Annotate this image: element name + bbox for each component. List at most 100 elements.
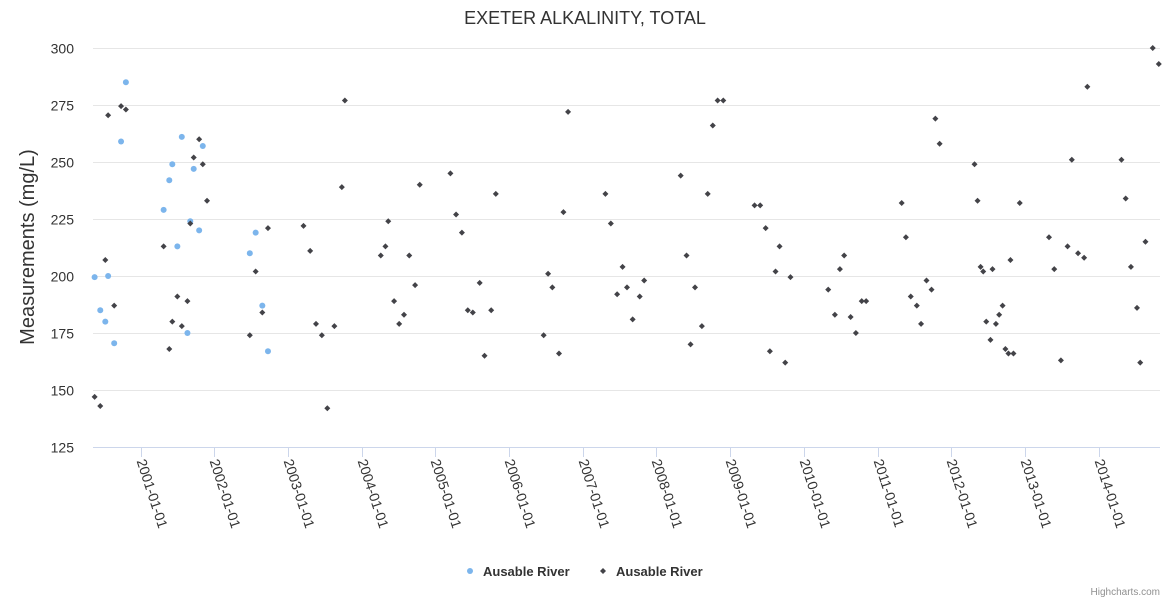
data-point-diamond[interactable] [751, 202, 758, 209]
data-point-diamond[interactable] [841, 252, 848, 259]
data-point-diamond[interactable] [858, 298, 865, 305]
data-point-diamond[interactable] [928, 286, 935, 293]
data-point-diamond[interactable] [825, 286, 832, 293]
data-point-diamond[interactable] [918, 320, 925, 327]
data-point-diamond[interactable] [902, 234, 909, 241]
data-point-diamond[interactable] [481, 352, 488, 359]
data-point-diamond[interactable] [847, 314, 854, 321]
data-point-diamond[interactable] [555, 350, 562, 357]
data-point-diamond[interactable] [396, 320, 403, 327]
legend-item-1[interactable]: Ausable River [467, 564, 570, 579]
credits-link[interactable]: Highcharts.com [1091, 587, 1160, 598]
data-point-diamond[interactable] [636, 293, 643, 300]
data-point-diamond[interactable] [476, 279, 483, 286]
data-point-circle[interactable] [91, 274, 98, 281]
data-point-diamond[interactable] [324, 405, 331, 412]
data-point-diamond[interactable] [331, 323, 338, 330]
data-point-diamond[interactable] [406, 252, 413, 259]
data-point-diamond[interactable] [1064, 243, 1071, 250]
data-point-diamond[interactable] [1007, 257, 1014, 264]
data-point-diamond[interactable] [776, 243, 783, 250]
data-point-diamond[interactable] [996, 311, 1003, 318]
data-point-diamond[interactable] [385, 218, 392, 225]
data-point-diamond[interactable] [692, 284, 699, 291]
data-point-circle[interactable] [102, 318, 109, 325]
data-point-diamond[interactable] [1149, 45, 1156, 51]
data-point-diamond[interactable] [174, 293, 181, 300]
data-point-diamond[interactable] [122, 106, 129, 113]
data-point-diamond[interactable] [757, 202, 764, 209]
data-point-diamond[interactable] [787, 274, 794, 281]
data-point-diamond[interactable] [1051, 266, 1058, 273]
data-point-diamond[interactable] [560, 209, 567, 216]
data-point-diamond[interactable] [469, 309, 476, 316]
data-point-circle[interactable] [105, 273, 112, 279]
data-point-circle[interactable] [196, 227, 203, 234]
data-point-diamond[interactable] [187, 220, 194, 227]
data-point-circle[interactable] [199, 143, 206, 150]
data-point-diamond[interactable] [641, 277, 648, 284]
data-point-diamond[interactable] [184, 298, 191, 305]
data-point-diamond[interactable] [989, 266, 996, 273]
data-point-diamond[interactable] [313, 320, 320, 327]
data-point-diamond[interactable] [687, 341, 694, 348]
data-point-diamond[interactable] [1127, 263, 1134, 270]
data-point-diamond[interactable] [178, 323, 185, 330]
data-point-diamond[interactable] [391, 298, 398, 305]
data-point-diamond[interactable] [1005, 350, 1012, 357]
data-point-diamond[interactable] [766, 348, 773, 355]
data-point-diamond[interactable] [831, 311, 838, 318]
data-point-diamond[interactable] [91, 393, 98, 400]
data-point-diamond[interactable] [307, 247, 314, 254]
data-point-diamond[interactable] [540, 332, 547, 339]
data-point-diamond[interactable] [987, 336, 994, 343]
data-point-diamond[interactable] [1084, 83, 1091, 90]
data-point-diamond[interactable] [1155, 60, 1162, 67]
data-point-diamond[interactable] [318, 332, 325, 339]
data-point-diamond[interactable] [836, 266, 843, 273]
data-point-diamond[interactable] [1137, 359, 1144, 366]
data-point-diamond[interactable] [252, 268, 259, 275]
data-point-diamond[interactable] [772, 268, 779, 275]
data-point-diamond[interactable] [602, 190, 609, 197]
data-point-diamond[interactable] [913, 302, 920, 309]
data-point-diamond[interactable] [782, 359, 789, 366]
data-point-circle[interactable] [166, 177, 173, 184]
data-point-diamond[interactable] [1010, 350, 1017, 357]
data-point-diamond[interactable] [619, 263, 626, 270]
data-point-diamond[interactable] [1118, 156, 1125, 163]
data-point-diamond[interactable] [932, 115, 939, 122]
data-point-diamond[interactable] [400, 311, 407, 318]
data-point-diamond[interactable] [264, 225, 271, 232]
data-point-diamond[interactable] [453, 211, 460, 218]
data-point-diamond[interactable] [971, 161, 978, 168]
data-point-diamond[interactable] [190, 154, 197, 161]
data-point-diamond[interactable] [629, 316, 636, 323]
data-point-diamond[interactable] [980, 268, 987, 275]
data-point-diamond[interactable] [118, 103, 125, 110]
data-point-diamond[interactable] [377, 252, 384, 259]
data-point-diamond[interactable] [416, 181, 423, 188]
data-point-diamond[interactable] [300, 222, 307, 229]
data-point-diamond[interactable] [1002, 345, 1009, 352]
data-point-diamond[interactable] [492, 190, 499, 197]
data-point-diamond[interactable] [549, 284, 556, 291]
legend-symbol-diamond[interactable] [600, 568, 606, 574]
data-point-diamond[interactable] [204, 197, 211, 204]
data-point-diamond[interactable] [907, 293, 914, 300]
data-point-diamond[interactable] [923, 277, 930, 284]
data-point-diamond[interactable] [1142, 238, 1149, 245]
data-point-diamond[interactable] [464, 307, 471, 314]
data-point-diamond[interactable] [709, 122, 716, 129]
data-point-diamond[interactable] [97, 402, 104, 409]
data-point-diamond[interactable] [111, 302, 118, 309]
data-point-circle[interactable] [97, 307, 104, 314]
data-point-diamond[interactable] [102, 257, 109, 264]
data-point-diamond[interactable] [999, 302, 1006, 309]
data-point-circle[interactable] [259, 302, 266, 309]
data-point-diamond[interactable] [382, 243, 389, 250]
data-point-diamond[interactable] [199, 161, 206, 168]
data-point-diamond[interactable] [936, 140, 943, 147]
data-point-diamond[interactable] [863, 298, 870, 305]
data-point-circle[interactable] [169, 161, 176, 168]
